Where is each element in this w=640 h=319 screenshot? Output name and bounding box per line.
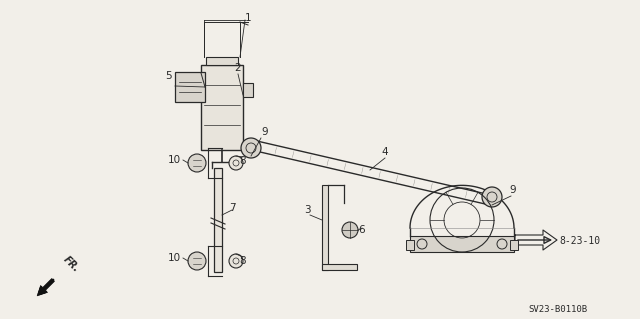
Bar xyxy=(322,185,328,270)
Text: SV23-B0110B: SV23-B0110B xyxy=(529,306,588,315)
Bar xyxy=(201,65,243,150)
Circle shape xyxy=(229,156,243,170)
Bar xyxy=(510,240,518,250)
Text: 8-23-10: 8-23-10 xyxy=(559,236,600,246)
Bar xyxy=(243,83,253,97)
Circle shape xyxy=(342,222,358,238)
Text: 1: 1 xyxy=(244,13,252,23)
Text: 5: 5 xyxy=(164,71,172,81)
Circle shape xyxy=(482,187,502,207)
Text: 2: 2 xyxy=(235,63,241,73)
Circle shape xyxy=(229,254,243,268)
Text: 9: 9 xyxy=(509,185,516,195)
Circle shape xyxy=(188,154,206,172)
Bar xyxy=(214,168,222,272)
Text: 3: 3 xyxy=(304,205,310,215)
Circle shape xyxy=(241,138,261,158)
Text: 8: 8 xyxy=(240,156,246,166)
Text: 8: 8 xyxy=(240,256,246,266)
Text: 4: 4 xyxy=(381,147,388,157)
Bar xyxy=(410,236,514,252)
Text: 10: 10 xyxy=(168,253,180,263)
Text: 10: 10 xyxy=(168,155,180,165)
Text: 9: 9 xyxy=(262,127,268,137)
Bar xyxy=(406,240,414,250)
Bar xyxy=(175,72,205,102)
Circle shape xyxy=(188,252,206,270)
Text: 6: 6 xyxy=(358,225,365,235)
Bar xyxy=(322,264,357,270)
Text: FR.: FR. xyxy=(61,254,81,274)
Bar xyxy=(206,57,238,65)
Text: 7: 7 xyxy=(228,203,236,213)
